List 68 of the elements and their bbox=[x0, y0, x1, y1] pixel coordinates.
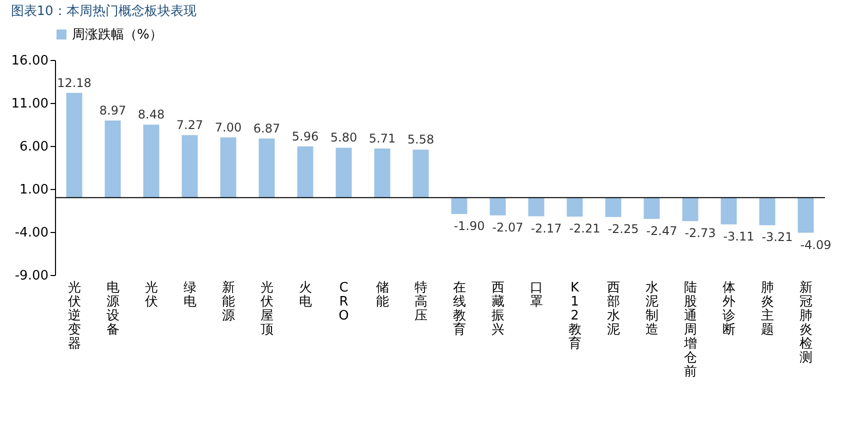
y-tick-label: 1.00 bbox=[20, 182, 48, 198]
data-label: -2.47 bbox=[646, 224, 678, 238]
y-tick-label: 16.00 bbox=[11, 54, 48, 68]
y-tick-label: -9.00 bbox=[14, 268, 48, 284]
x-tick-label: 水泥制造 bbox=[645, 280, 658, 338]
bar bbox=[682, 198, 698, 222]
bar bbox=[66, 92, 82, 198]
x-tick-label: 新冠肺炎检测 bbox=[799, 280, 812, 366]
data-label: -2.73 bbox=[684, 226, 716, 240]
bar bbox=[605, 198, 622, 217]
bar bbox=[720, 198, 737, 224]
x-tick-label: CRO bbox=[338, 280, 349, 324]
bar bbox=[258, 138, 275, 198]
bar bbox=[412, 150, 429, 198]
bar bbox=[490, 198, 506, 216]
bar bbox=[566, 198, 583, 217]
data-label: 8.97 bbox=[99, 103, 126, 118]
bar bbox=[220, 137, 236, 198]
data-label: 7.27 bbox=[176, 118, 204, 132]
x-tick-label: 肺炎主题 bbox=[760, 280, 774, 338]
bar bbox=[759, 198, 776, 226]
bar bbox=[798, 198, 814, 233]
x-tick-label: K12教育 bbox=[568, 280, 582, 352]
x-tick-label: 电源设备 bbox=[106, 280, 120, 338]
bar bbox=[451, 198, 468, 214]
bar bbox=[182, 135, 198, 198]
bar bbox=[143, 124, 160, 198]
data-label: 6.87 bbox=[253, 122, 280, 136]
y-tick-label: -4.00 bbox=[14, 226, 48, 240]
data-label: 5.96 bbox=[292, 129, 319, 144]
data-label: -2.25 bbox=[608, 222, 639, 236]
data-label: 5.71 bbox=[368, 131, 396, 146]
data-label: -4.09 bbox=[800, 238, 832, 252]
data-label: -2.21 bbox=[569, 222, 600, 236]
chart-title: 图表10：本周热门概念板块表现 bbox=[10, 3, 196, 19]
data-label: 5.58 bbox=[407, 132, 434, 147]
x-tick-label: 光伏屋顶 bbox=[260, 280, 274, 338]
bar bbox=[374, 148, 390, 198]
bar bbox=[104, 120, 121, 198]
data-label: -2.07 bbox=[492, 220, 524, 234]
x-tick-label: 绿电 bbox=[183, 280, 196, 310]
data-label: -1.90 bbox=[454, 218, 485, 233]
x-tick-label: 西部水泥 bbox=[606, 280, 620, 338]
data-label: 7.00 bbox=[214, 120, 242, 134]
data-label: -3.21 bbox=[762, 230, 793, 244]
y-tick-label: 11.00 bbox=[11, 96, 48, 112]
x-tick-label: 体外诊断 bbox=[722, 280, 736, 338]
bar bbox=[528, 198, 544, 216]
x-tick-label: 新能源 bbox=[222, 280, 235, 324]
legend-label: 周涨跌幅（%） bbox=[72, 28, 162, 42]
data-label: 5.80 bbox=[330, 130, 358, 145]
y-tick-label: 6.00 bbox=[20, 140, 48, 154]
x-tick-label: 陆股通周增仓前 bbox=[682, 280, 697, 380]
x-tick-label: 西藏振兴 bbox=[491, 280, 504, 338]
x-tick-label: 光伏 bbox=[144, 280, 158, 310]
x-tick-label: 光伏逆变器 bbox=[68, 280, 81, 352]
data-label: 12.18 bbox=[57, 76, 92, 90]
data-label: -3.11 bbox=[723, 229, 754, 244]
data-label: 8.48 bbox=[138, 108, 165, 122]
bar bbox=[336, 148, 352, 198]
x-tick-label: 储能 bbox=[376, 280, 389, 310]
x-tick-label: 特高压 bbox=[414, 280, 428, 324]
x-tick-label: 火电 bbox=[298, 280, 312, 310]
x-tick-label: 在线教育 bbox=[452, 280, 466, 338]
x-tick-label: 口罩 bbox=[530, 280, 543, 310]
data-label: -2.17 bbox=[530, 221, 562, 236]
bar bbox=[644, 198, 660, 219]
bar bbox=[297, 146, 314, 198]
